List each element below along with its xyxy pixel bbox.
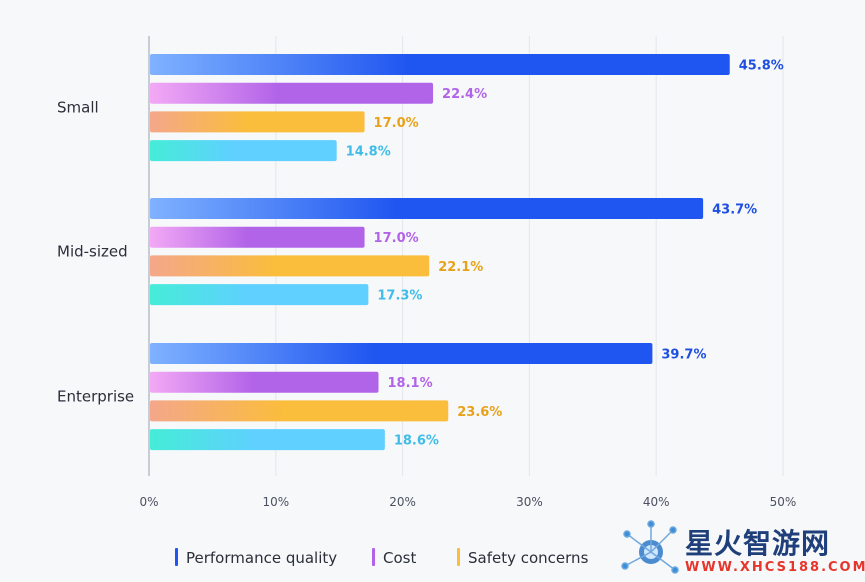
legend-label: Performance quality [186, 549, 337, 567]
data-label: 17.0% [374, 116, 419, 131]
bar [150, 371, 379, 393]
x-tick-label: 0% [139, 495, 158, 509]
legend-label: Safety concerns [468, 549, 589, 567]
value-labels: 45.8% 22.4% 17.0% 14.8% 43.7% 17.0% 22.1% 17.3%… [346, 59, 784, 449]
data-label: 17.3% [377, 289, 422, 304]
bar [150, 226, 365, 248]
legend-label: Cost [383, 549, 416, 567]
bar [150, 82, 434, 104]
bar [150, 400, 449, 422]
legend: Performance quality Cost Safety concerns [175, 548, 589, 567]
bar [150, 54, 730, 75]
data-label: 18.6% [394, 434, 439, 449]
data-label: 22.4% [442, 87, 487, 102]
watermark-url: WWW.XHCS188.COM [685, 560, 865, 575]
x-tick-label: 50% [770, 495, 797, 509]
data-label: 14.8% [346, 145, 391, 160]
bar [150, 284, 369, 306]
data-label: 23.6% [457, 405, 502, 420]
watermark-text: 星火智游网 [685, 527, 831, 560]
data-label: 17.0% [374, 231, 419, 246]
category-label: Enterprise [57, 388, 134, 406]
bar [150, 255, 430, 277]
bars [150, 54, 730, 451]
bar [150, 140, 337, 162]
data-label: 18.1% [388, 376, 433, 391]
x-tick-label: 40% [643, 495, 670, 509]
watermark: 星火智游网 WWW.XHCS188.COM [615, 520, 865, 582]
bar [150, 111, 365, 133]
data-label: 43.7% [712, 203, 757, 218]
legend-swatch [175, 548, 178, 566]
x-tick-label: 10% [262, 495, 289, 509]
data-label: 39.7% [661, 348, 706, 363]
x-tick-label: 20% [389, 495, 416, 509]
x-axis-ticks: 0% 10% 20% 30% 40% 50% [139, 495, 796, 509]
bar [150, 429, 385, 451]
watermark-logo-icon [621, 520, 679, 574]
category-label: Small [57, 99, 99, 117]
category-labels: Small Mid-sized Enterprise [57, 99, 134, 406]
bar [150, 343, 653, 364]
category-label: Mid-sized [57, 243, 128, 261]
bar [150, 198, 704, 219]
data-label: 22.1% [438, 260, 483, 275]
legend-swatch [457, 548, 460, 566]
data-label: 45.8% [739, 59, 784, 74]
legend-swatch [372, 548, 375, 566]
x-tick-label: 30% [516, 495, 543, 509]
